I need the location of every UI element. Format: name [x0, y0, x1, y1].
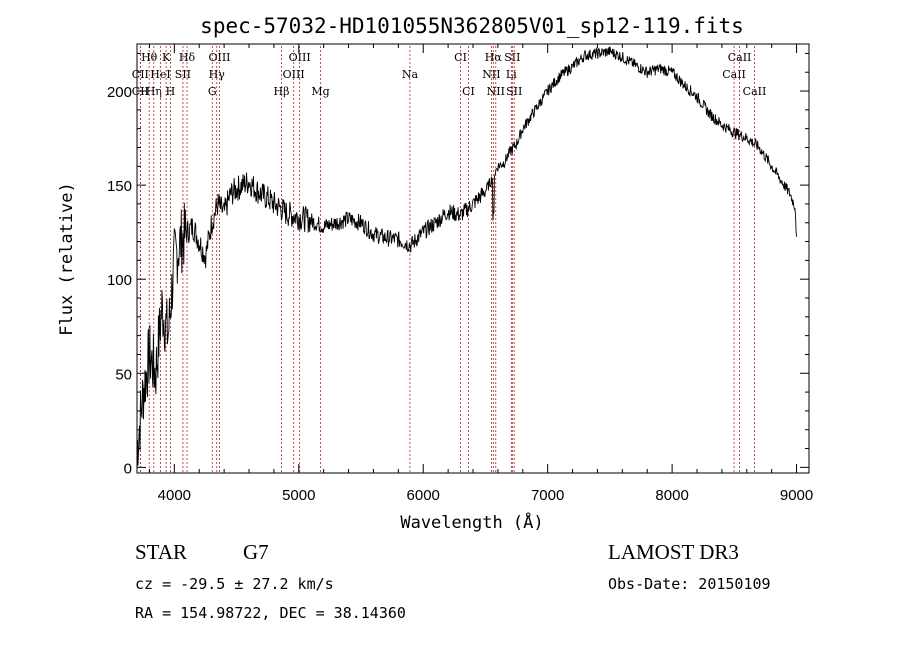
line-label: G	[208, 85, 217, 98]
line-label: CaII	[728, 51, 752, 64]
y-axis: 0 50 100 150 200	[107, 52, 809, 477]
spectrum-line	[136, 46, 798, 466]
observation-date: Obs-Date: 20150109	[608, 575, 771, 593]
line-label: CI	[454, 51, 467, 64]
coordinates-readout: RA = 154.98722, DEC = 38.14360	[135, 604, 406, 622]
line-label: OIII	[289, 51, 311, 64]
y-tick-label: 50	[115, 366, 132, 383]
line-label: NII	[487, 85, 505, 98]
line-label: Hθ	[141, 51, 158, 64]
x-tick-label: 4000	[158, 487, 191, 504]
line-label: HeI	[150, 68, 170, 81]
line-label: Hβ	[274, 85, 290, 98]
line-label: Hη	[146, 85, 162, 98]
line-label: Hα	[485, 51, 503, 64]
line-label: SII	[506, 85, 522, 98]
x-tick-label: 6000	[407, 487, 440, 504]
line-label: H	[166, 85, 176, 98]
line-label: Hγ	[209, 68, 226, 81]
plot-frame	[136, 43, 810, 474]
object-class: STAR	[135, 540, 187, 564]
survey-name: LAMOST DR3	[608, 540, 739, 564]
line-label: Li	[506, 68, 517, 81]
line-label: SII	[504, 51, 520, 64]
y-tick-label: 100	[107, 272, 132, 289]
chart-title: spec-57032-HD101055N362805V01_sp12-119.f…	[200, 14, 744, 38]
y-tick-label: 200	[107, 84, 132, 101]
line-label: OIII	[208, 51, 230, 64]
redshift-readout: cz = -29.5 ± 27.2 km/s	[135, 575, 334, 593]
line-label: Na	[402, 68, 419, 81]
line-label: CI	[462, 85, 475, 98]
line-label: Hδ	[179, 51, 196, 64]
line-label: OIII	[283, 68, 305, 81]
object-subclass: G7	[243, 540, 269, 564]
x-axis: 4000 5000 6000 7000 8000 9000	[148, 44, 813, 504]
x-tick-label: 9000	[780, 487, 813, 504]
x-tick-label: 7000	[531, 487, 564, 504]
line-label: NII	[482, 68, 500, 81]
x-tick-label: 8000	[655, 487, 688, 504]
spectrum-series	[136, 46, 798, 466]
x-tick-label: 5000	[282, 487, 315, 504]
y-axis-label: Flux (relative)	[57, 182, 77, 336]
x-axis-label: Wavelength (Å)	[400, 511, 543, 533]
y-tick-label: 150	[107, 178, 132, 195]
line-label: CaII	[722, 68, 746, 81]
line-label: CaII	[743, 85, 767, 98]
y-tick-label: 0	[124, 460, 132, 477]
line-label: SII	[175, 68, 191, 81]
line-label: Mg	[311, 85, 329, 98]
line-label: K	[162, 51, 171, 64]
